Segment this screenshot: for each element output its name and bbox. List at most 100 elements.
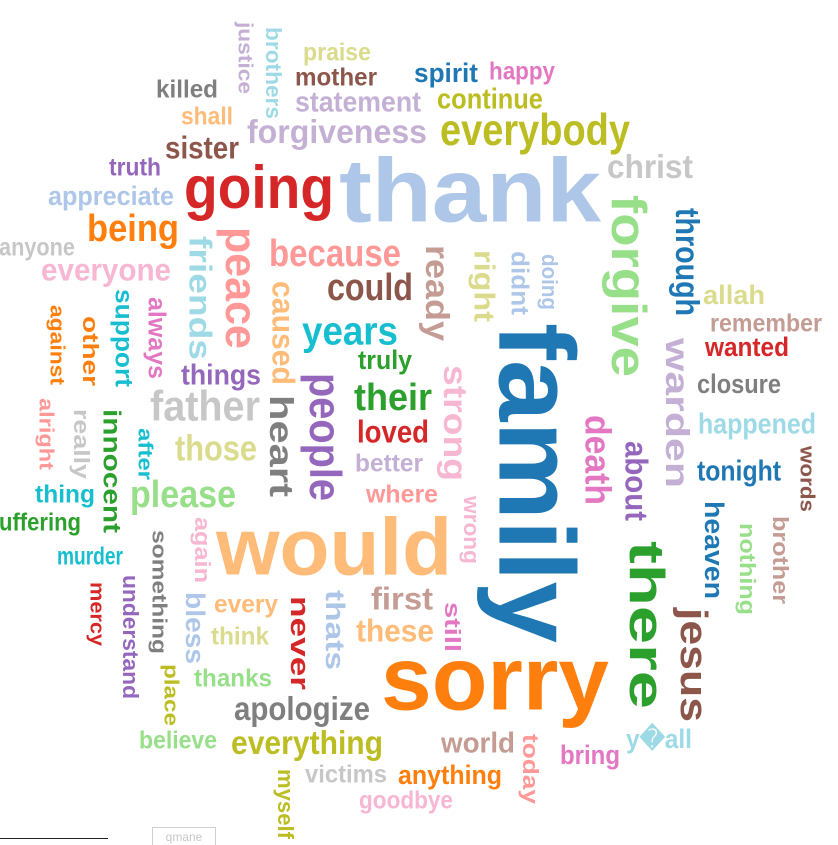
- cloud-word: wrong: [459, 495, 484, 564]
- cloud-word: being: [87, 206, 179, 249]
- cloud-word: caused: [266, 281, 302, 385]
- cloud-word: family: [476, 323, 596, 643]
- cloud-word: goodbye: [359, 788, 453, 815]
- cloud-word: everyone: [41, 253, 171, 288]
- cloud-word: closure: [697, 370, 781, 400]
- cloud-word: killed: [156, 76, 218, 103]
- cloud-word: everything: [231, 723, 383, 761]
- cloud-word: allah: [703, 280, 765, 310]
- cloud-word: years: [302, 309, 398, 354]
- cloud-word: mother: [295, 64, 377, 91]
- cloud-word: always: [143, 297, 170, 379]
- cloud-word: victims: [305, 761, 387, 788]
- cloud-word: heart: [262, 395, 299, 497]
- cloud-word: going: [184, 155, 334, 222]
- cloud-word: mercy: [86, 582, 108, 646]
- cloud-word: forgiveness: [247, 112, 427, 150]
- cloud-word: wanted: [704, 333, 789, 362]
- cloud-word: people: [301, 373, 351, 501]
- cloud-word: uffering: [0, 508, 81, 535]
- cloud-word: everybody: [440, 104, 630, 155]
- cloud-word: right: [468, 250, 501, 322]
- cloud-word: anyone: [0, 233, 75, 261]
- cloud-word: sorry: [381, 629, 609, 729]
- cloud-word: never: [285, 596, 315, 690]
- cloud-word: christ: [607, 147, 693, 185]
- cloud-word: because: [269, 232, 401, 275]
- cloud-word: truly: [358, 346, 413, 375]
- cloud-word: spirit: [414, 58, 478, 88]
- cloud-word: again: [189, 517, 214, 583]
- cloud-word: bring: [560, 741, 620, 771]
- cloud-word: forgive: [601, 195, 656, 377]
- cloud-word: statement: [295, 86, 421, 118]
- cloud-word: innocent: [98, 409, 126, 533]
- cloud-word: thanks: [194, 665, 272, 692]
- cloud-word: where: [365, 482, 438, 509]
- cloud-word: words: [796, 445, 819, 512]
- cloud-word: strong: [437, 365, 475, 481]
- cloud-word: didnt: [506, 251, 533, 316]
- cloud-word: death: [577, 415, 616, 505]
- footer-rule: [0, 838, 108, 840]
- cloud-word: today: [518, 734, 543, 804]
- cloud-word: would: [215, 503, 452, 592]
- cloud-word: appreciate: [48, 180, 174, 211]
- footer-label: qmane: [152, 827, 216, 845]
- cloud-word: friends: [182, 236, 217, 360]
- cloud-word: ready: [418, 245, 456, 342]
- cloud-word: justice: [234, 21, 257, 94]
- cloud-word: loved: [357, 415, 429, 450]
- cloud-word: brothers: [261, 27, 286, 119]
- cloud-word: sister: [165, 131, 239, 166]
- cloud-word: through: [669, 208, 707, 316]
- cloud-word: still: [440, 602, 464, 652]
- cloud-word: nothing: [734, 523, 759, 615]
- cloud-word: place: [160, 664, 183, 726]
- cloud-word: believe: [139, 727, 217, 755]
- cloud-word: truth: [109, 155, 161, 182]
- cloud-word: doing: [537, 254, 562, 310]
- cloud-word: thats: [320, 590, 349, 670]
- cloud-word: shall: [181, 104, 233, 131]
- cloud-word: happy: [489, 58, 555, 85]
- cloud-word: there: [619, 541, 674, 709]
- cloud-word: father: [150, 382, 260, 430]
- cloud-word: brother: [767, 516, 792, 604]
- cloud-word: first: [371, 581, 433, 616]
- cloud-word: heaven: [699, 501, 729, 599]
- cloud-word: thing: [35, 481, 95, 508]
- cloud-word: world: [440, 727, 515, 760]
- cloud-word: really: [69, 409, 93, 479]
- cloud-word: could: [327, 267, 413, 309]
- cloud-word: these: [356, 614, 434, 649]
- cloud-word: warden: [658, 337, 696, 488]
- cloud-word: against: [46, 305, 69, 385]
- cloud-word: bless: [180, 592, 210, 664]
- cloud-word: y�all: [626, 722, 692, 754]
- cloud-word: after: [134, 428, 157, 480]
- cloud-word: think: [211, 623, 269, 650]
- cloud-word: something: [148, 530, 170, 654]
- cloud-word: those: [175, 429, 257, 469]
- cloud-word: remember: [710, 310, 822, 338]
- cloud-word: happened: [698, 407, 816, 440]
- cloud-word: other: [78, 316, 103, 386]
- cloud-word: things: [181, 359, 261, 391]
- cloud-word: myself: [273, 769, 298, 840]
- cloud-word: jesus: [673, 607, 716, 722]
- cloud-word: murder: [57, 542, 123, 570]
- cloud-word: peace: [216, 227, 266, 349]
- cloud-word: every: [214, 591, 278, 618]
- cloud-word: anything: [398, 761, 502, 790]
- cloud-word: thank: [339, 141, 602, 241]
- cloud-word: better: [355, 450, 423, 477]
- cloud-word: apologize: [234, 689, 370, 727]
- cloud-word: about: [618, 441, 653, 521]
- cloud-word: support: [110, 289, 137, 388]
- cloud-word: their: [354, 375, 432, 418]
- cloud-word: alright: [35, 398, 58, 471]
- cloud-word: tonight: [697, 455, 781, 487]
- cloud-word: please: [130, 472, 236, 515]
